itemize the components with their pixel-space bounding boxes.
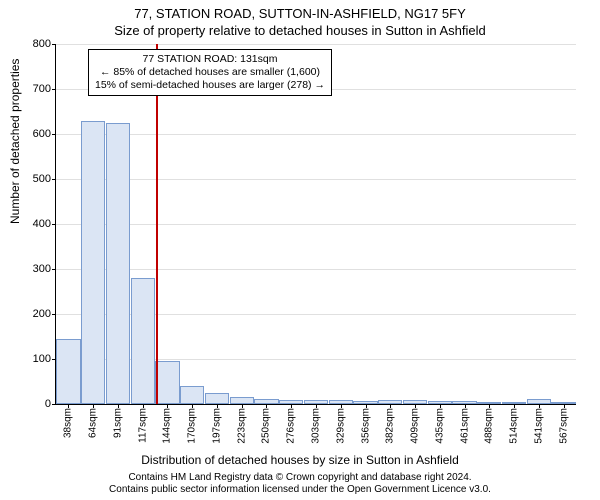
x-tick-label: 567sqm — [558, 404, 569, 444]
x-tick-label: 117sqm — [137, 404, 148, 443]
y-tick-label: 800 — [33, 38, 56, 50]
chart-container: 77, STATION ROAD, SUTTON-IN-ASHFIELD, NG… — [0, 0, 600, 500]
x-tick-label: 276sqm — [286, 404, 297, 444]
plot-area: 010020030040050060070080038sqm64sqm91sqm… — [55, 44, 576, 405]
attribution-line-2: Contains public sector information licen… — [0, 484, 600, 496]
x-tick-label: 382sqm — [385, 404, 396, 444]
y-tick-label: 600 — [33, 128, 56, 140]
gridline — [56, 179, 576, 180]
x-tick-label: 541sqm — [533, 404, 544, 444]
marker-line — [156, 44, 158, 404]
gridline — [56, 44, 576, 45]
histogram-bar — [81, 121, 105, 405]
annotation-line: 77 STATION ROAD: 131sqm — [95, 53, 325, 66]
x-tick-label: 197sqm — [211, 404, 222, 444]
x-tick-label: 64sqm — [88, 404, 99, 438]
histogram-bar — [180, 386, 204, 404]
x-tick-label: 488sqm — [484, 404, 495, 444]
x-tick-label: 435sqm — [434, 404, 445, 444]
x-tick-label: 144sqm — [162, 404, 173, 444]
gridline — [56, 134, 576, 135]
y-tick-label: 100 — [33, 353, 56, 365]
x-tick-label: 461sqm — [459, 404, 470, 444]
y-tick-label: 0 — [45, 398, 56, 410]
x-tick-label: 38sqm — [63, 404, 74, 438]
y-tick-label: 300 — [33, 263, 56, 275]
histogram-bar — [205, 393, 229, 404]
x-tick-label: 303sqm — [311, 404, 322, 444]
x-tick-label: 91sqm — [112, 404, 123, 438]
y-tick-label: 200 — [33, 308, 56, 320]
x-tick-label: 223sqm — [236, 404, 247, 444]
histogram-bar — [131, 278, 155, 404]
attribution-line-1: Contains HM Land Registry data © Crown c… — [0, 472, 600, 484]
x-tick-label: 329sqm — [335, 404, 346, 444]
x-tick-label: 250sqm — [261, 404, 272, 444]
histogram-bar — [106, 123, 130, 404]
gridline — [56, 224, 576, 225]
attribution: Contains HM Land Registry data © Crown c… — [0, 472, 600, 496]
histogram-bar — [230, 397, 254, 404]
x-tick-label: 409sqm — [410, 404, 421, 444]
x-tick-label: 514sqm — [509, 404, 520, 444]
gridline — [56, 269, 576, 270]
y-axis-label: Number of detached properties — [8, 59, 22, 224]
histogram-bar — [56, 339, 80, 404]
histogram-bar — [155, 361, 179, 404]
title-line-2: Size of property relative to detached ho… — [0, 21, 600, 38]
x-axis-label: Distribution of detached houses by size … — [0, 453, 600, 467]
annotation-line: 15% of semi-detached houses are larger (… — [95, 79, 325, 92]
y-tick-label: 400 — [33, 218, 56, 230]
annotation-box: 77 STATION ROAD: 131sqm← 85% of detached… — [88, 49, 332, 96]
y-tick-label: 500 — [33, 173, 56, 185]
annotation-line: ← 85% of detached houses are smaller (1,… — [95, 66, 325, 79]
x-tick-label: 170sqm — [187, 404, 198, 444]
title-line-1: 77, STATION ROAD, SUTTON-IN-ASHFIELD, NG… — [0, 0, 600, 21]
y-tick-label: 700 — [33, 83, 56, 95]
x-tick-label: 356sqm — [360, 404, 371, 444]
